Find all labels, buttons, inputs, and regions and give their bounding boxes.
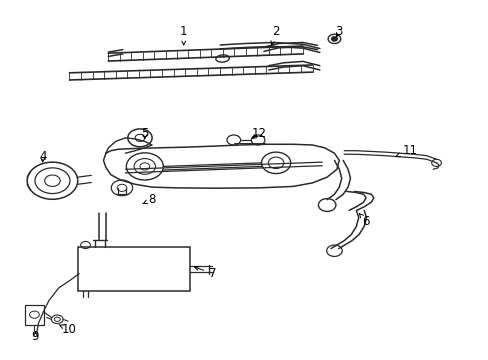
Text: 5: 5 [141, 127, 148, 140]
Circle shape [331, 37, 337, 41]
Text: 3: 3 [335, 25, 342, 38]
Bar [25, 305, 44, 325]
Text: 12: 12 [251, 127, 266, 140]
Text: 7: 7 [194, 266, 216, 280]
Bar [78, 247, 190, 292]
Text: 11: 11 [395, 144, 416, 157]
Text: 2: 2 [270, 25, 279, 45]
Text: 10: 10 [59, 323, 77, 336]
Text: 6: 6 [359, 213, 369, 228]
Text: 9: 9 [32, 330, 39, 343]
Text: 4: 4 [39, 150, 46, 163]
Text: 1: 1 [180, 25, 187, 45]
Text: 8: 8 [142, 193, 156, 206]
